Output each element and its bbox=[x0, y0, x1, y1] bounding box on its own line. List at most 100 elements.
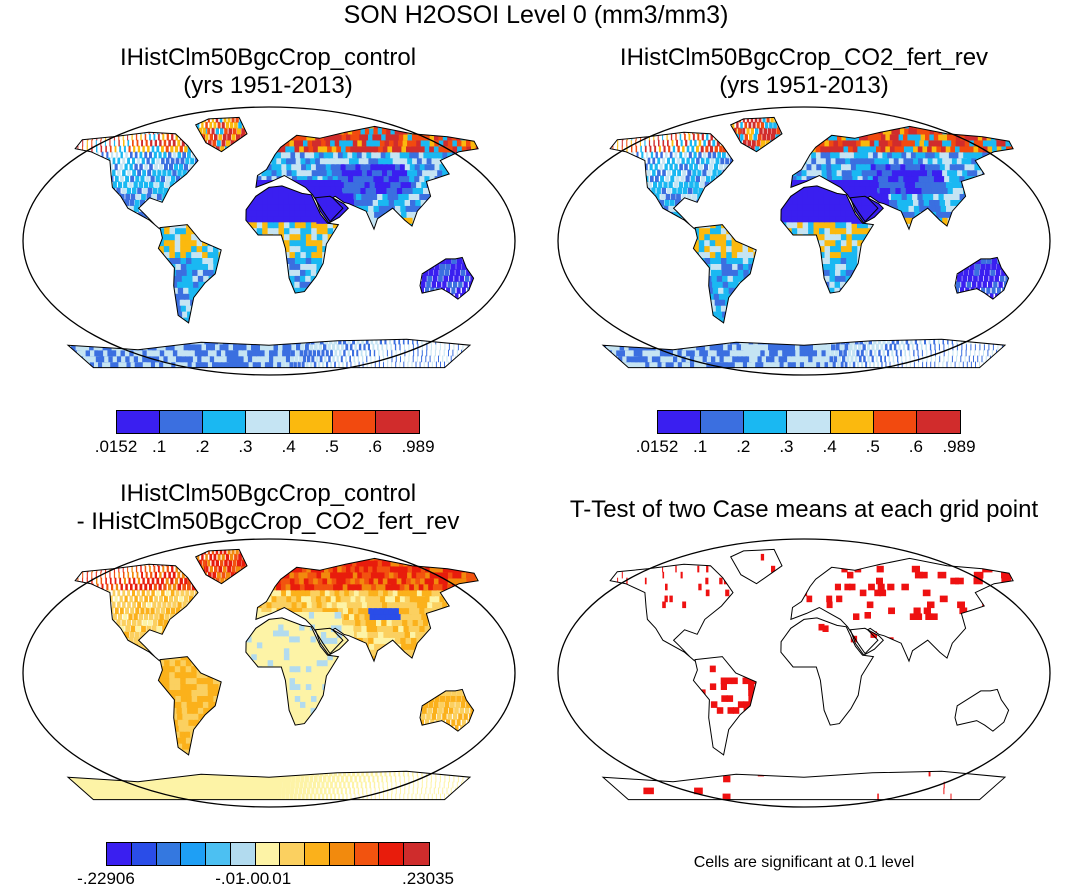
coastline-greenland bbox=[729, 548, 783, 585]
coastline-antarctica bbox=[66, 770, 472, 801]
coastline-africa bbox=[245, 185, 340, 294]
colorbar-tick-label: .4 bbox=[281, 437, 296, 456]
map-boundary bbox=[557, 106, 1051, 376]
colorbar-swatch bbox=[246, 411, 290, 433]
colorbar-swatch bbox=[354, 843, 380, 865]
coastline-namerica bbox=[74, 563, 199, 662]
colorbar-swatch bbox=[117, 411, 161, 433]
colorbar-swatch bbox=[131, 843, 157, 865]
coastline-africa bbox=[780, 617, 875, 726]
colorbar-swatch bbox=[830, 411, 874, 433]
coastline-australia bbox=[954, 688, 1010, 732]
coastline-antarctica bbox=[66, 338, 472, 369]
colorbar-tick-label: .1 bbox=[693, 437, 708, 456]
colorbar-swatch bbox=[181, 843, 207, 865]
colorbar-tick-label: .989 bbox=[401, 437, 435, 456]
colorbar-swatch bbox=[873, 411, 917, 433]
colorbar-tick-label: .5 bbox=[324, 437, 339, 456]
coastline-arabia bbox=[314, 195, 350, 224]
colorbar-swatch bbox=[332, 411, 376, 433]
colorbar-swatch bbox=[280, 843, 306, 865]
colorbar-swatch bbox=[230, 843, 256, 865]
coastline-samerica bbox=[157, 656, 222, 756]
colorbar-tick-label: .1 bbox=[152, 437, 167, 456]
coastline-africa bbox=[245, 617, 340, 726]
coastline-africa bbox=[780, 185, 875, 294]
colorbar-tick-label: .989 bbox=[942, 437, 976, 456]
colorbar-swatch bbox=[701, 411, 745, 433]
panel-subtitle-control: (yrs 1951-2013) bbox=[183, 72, 353, 99]
map-boundary bbox=[22, 538, 516, 808]
colorbar-labels-co2-fert-rev: .0152 .1 .2 .3 .4 .5 .6 .989 bbox=[636, 437, 976, 457]
coastline-arabia bbox=[849, 627, 885, 656]
panel-title-co2-fert-rev: IHistClm50BgcCrop_CO2_fert_rev bbox=[619, 44, 989, 71]
coastline-eurasia bbox=[255, 557, 479, 663]
coastline-samerica bbox=[157, 224, 222, 324]
coastline-eurasia bbox=[790, 557, 1014, 663]
colorbar-swatch bbox=[107, 843, 132, 865]
colorbar-co2-fert-rev bbox=[657, 410, 961, 434]
colorbar-swatch bbox=[744, 411, 788, 433]
panel-title-ttest: T-Test of two Case means at each grid po… bbox=[569, 496, 1039, 523]
coastline-samerica bbox=[692, 656, 757, 756]
map-boundary bbox=[557, 538, 1051, 808]
colorbar-labels-difference: -.22906 -.01 -.00.01 .23035 bbox=[77, 869, 454, 889]
colorbar-tick-label: .6 bbox=[367, 437, 382, 456]
colorbar-tick-label: .2 bbox=[195, 437, 210, 456]
coastline-antarctica bbox=[601, 770, 1007, 801]
map-control bbox=[22, 106, 516, 376]
figure-title: SON H2OSOI Level 0 (mm3/mm3) bbox=[343, 1, 729, 29]
coastline-australia bbox=[419, 256, 475, 300]
colorbar-swatch bbox=[160, 411, 204, 433]
colorbar-tick-label: .5 bbox=[865, 437, 880, 456]
significance-note: Cells are significant at 0.1 level bbox=[693, 854, 915, 871]
colorbar-tick-label: -.01 bbox=[215, 869, 245, 888]
coastline-greenland bbox=[194, 116, 248, 153]
coastline-antarctica bbox=[601, 338, 1007, 369]
colorbar-swatch bbox=[379, 843, 405, 865]
colorbar-tick-label: .23035 bbox=[402, 869, 454, 888]
coastline-australia bbox=[954, 256, 1010, 300]
map-difference bbox=[22, 538, 516, 808]
panel-subtitle-difference: - IHistClm50BgcCrop_CO2_fert_rev bbox=[76, 508, 460, 535]
colorbar-swatch bbox=[787, 411, 831, 433]
colorbar-tick-label: -.22906 bbox=[77, 869, 135, 888]
colorbar-tick-label: .3 bbox=[238, 437, 253, 456]
panel-title-difference: IHistClm50BgcCrop_control bbox=[119, 480, 417, 507]
colorbar-swatch bbox=[658, 411, 702, 433]
coastline-namerica bbox=[609, 131, 734, 230]
map-ttest bbox=[557, 538, 1051, 808]
colorbar-difference bbox=[106, 842, 430, 866]
coastline-eurasia bbox=[255, 125, 479, 231]
coastline-arabia bbox=[849, 195, 885, 224]
colorbar-swatch bbox=[305, 843, 330, 865]
colorbar-swatch bbox=[255, 843, 281, 865]
colorbar-swatch bbox=[289, 411, 333, 433]
colorbar-tick-label: .0152 bbox=[635, 437, 679, 456]
colorbar-swatch bbox=[329, 843, 355, 865]
colorbar-tick-label: .0152 bbox=[94, 437, 138, 456]
colorbar-tick-label: -.00 bbox=[239, 869, 270, 888]
coastline-greenland bbox=[729, 116, 783, 153]
colorbar-swatch bbox=[404, 843, 429, 865]
map-co2-fert-rev bbox=[557, 106, 1051, 376]
colorbar-tick-label: .4 bbox=[822, 437, 837, 456]
colorbar-swatch bbox=[206, 843, 231, 865]
colorbar-labels-control: .0152 .1 .2 .3 .4 .5 .6 .989 bbox=[95, 437, 435, 457]
colorbar-tick-label: .3 bbox=[779, 437, 794, 456]
colorbar-tick-label: .6 bbox=[908, 437, 923, 456]
colorbar-swatch bbox=[156, 843, 182, 865]
colorbar-swatch bbox=[375, 411, 419, 433]
colorbar-swatch bbox=[203, 411, 247, 433]
panel-subtitle-co2-fert-rev: (yrs 1951-2013) bbox=[719, 72, 889, 99]
coastline-namerica bbox=[609, 563, 734, 662]
coastline-samerica bbox=[692, 224, 757, 324]
colorbar-tick-label: .2 bbox=[736, 437, 751, 456]
coastline-greenland bbox=[194, 548, 248, 585]
map-boundary bbox=[22, 106, 516, 376]
coastline-namerica bbox=[74, 131, 199, 230]
colorbar-swatch bbox=[916, 411, 960, 433]
panel-title-control: IHistClm50BgcCrop_control bbox=[119, 44, 417, 71]
colorbar-control bbox=[116, 410, 420, 434]
coastline-eurasia bbox=[790, 125, 1014, 231]
